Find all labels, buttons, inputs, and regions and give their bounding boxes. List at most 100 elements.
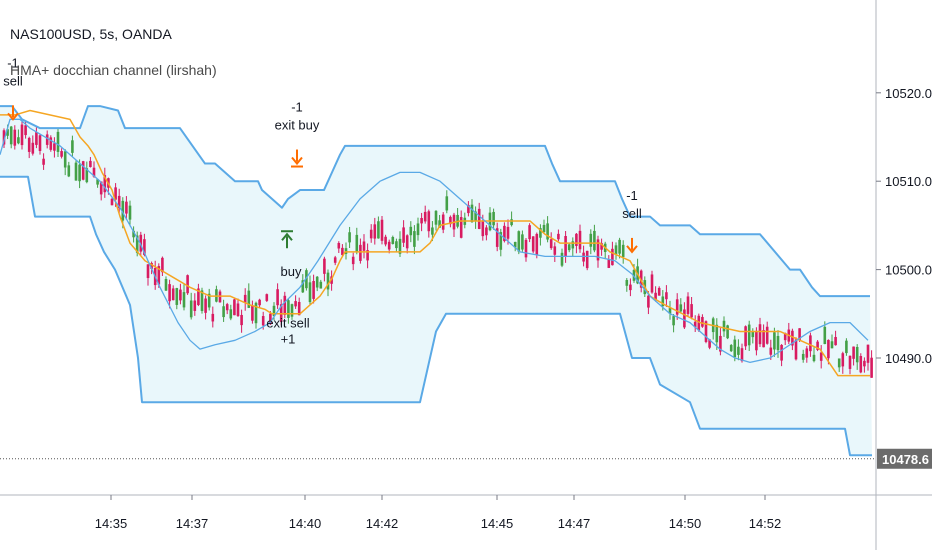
candle-body (467, 205, 470, 214)
candle-body (438, 220, 441, 228)
symbol-legend[interactable]: NAS100USD, 5s, OANDA (10, 26, 172, 42)
candle-body (92, 167, 96, 177)
candle-body (405, 235, 409, 249)
candle-body (427, 211, 431, 232)
candle-body (200, 290, 204, 312)
signal-label: sell (3, 73, 23, 88)
candle-body (549, 239, 553, 249)
candle-body (423, 211, 427, 222)
candle-body (629, 284, 632, 291)
signal-exit-sell: exit sell+1 (266, 316, 309, 347)
candle-body (197, 288, 200, 306)
candle-body (294, 301, 297, 307)
candle-body (182, 292, 186, 308)
time-tick-label: 14:42 (366, 516, 399, 531)
candle-body (431, 227, 434, 235)
candle-body (387, 241, 391, 250)
time-tick-label: 14:50 (669, 516, 702, 531)
candle-body (341, 247, 344, 256)
indicator-legend[interactable]: HMA+ docchian channel (lirshah) (10, 62, 217, 78)
candle-body (521, 234, 524, 250)
candle-body (805, 348, 809, 358)
candle-body (297, 301, 301, 316)
candle-body (740, 348, 744, 362)
candle-body (369, 229, 373, 239)
candle-body (701, 316, 704, 327)
candle-body (35, 132, 38, 145)
candle-body (506, 226, 510, 239)
candle-body (776, 335, 780, 351)
candle-body (708, 339, 711, 348)
candle-body (168, 284, 171, 302)
candle-body (618, 239, 621, 254)
candle-body (117, 195, 121, 208)
candle-body (582, 252, 585, 262)
candle-body (481, 221, 485, 237)
candle-body (647, 295, 650, 308)
candle-body (769, 347, 773, 355)
candle-body (683, 309, 686, 328)
candle-body (625, 280, 629, 286)
candle-body (258, 299, 261, 306)
signal-buy: buy (281, 230, 302, 279)
candle-body (485, 227, 488, 236)
candle-body (143, 239, 146, 255)
candle-body (38, 135, 42, 151)
candle-body (632, 269, 636, 281)
candle-body (312, 281, 315, 299)
candle-body (225, 304, 229, 311)
candle-body (726, 325, 729, 339)
time-tick-label: 14:37 (176, 516, 209, 531)
candle-body (783, 333, 787, 341)
candle-body (542, 224, 546, 233)
channel-fill (0, 106, 872, 456)
candle-body (510, 219, 513, 226)
candle-body (150, 263, 153, 269)
candle-body (42, 158, 45, 165)
candle-body (243, 294, 247, 303)
candle-body (308, 282, 312, 303)
candle-body (517, 231, 521, 252)
candle-body (74, 162, 78, 181)
candle-body (621, 244, 625, 257)
time-tick-label: 14:35 (95, 516, 128, 531)
candle-body (287, 300, 290, 318)
hma-line (0, 109, 870, 377)
candle-body (413, 231, 416, 247)
candle-body (301, 280, 305, 293)
signal-arrow-head (291, 156, 303, 166)
candle-body (89, 160, 92, 168)
candle-body (553, 246, 557, 255)
candle-body (729, 345, 733, 352)
candle-body (265, 294, 269, 301)
candle-body (420, 217, 423, 224)
candle-body (373, 224, 377, 239)
candle-body (391, 236, 395, 244)
candle-body (830, 341, 834, 349)
candle-body (593, 230, 596, 251)
candle-body (679, 304, 683, 312)
candle-body (175, 288, 179, 305)
candle-body (193, 300, 197, 311)
candle-body (114, 187, 117, 200)
candle-body (801, 353, 805, 360)
candle-body (765, 326, 769, 344)
candle-body (823, 326, 827, 345)
candle-body (571, 241, 575, 249)
candle-body (146, 264, 150, 279)
candle-body (85, 168, 89, 183)
candle-body (719, 335, 722, 352)
signal-arrow-head (7, 112, 19, 121)
signal-arrow-head (626, 245, 638, 254)
candle-body (564, 236, 567, 257)
candle-body (690, 304, 693, 318)
candle-body (607, 259, 611, 268)
candle-body (49, 137, 53, 150)
candle-body (474, 211, 477, 222)
time-tick-label: 14:47 (558, 516, 591, 531)
candle-body (348, 232, 351, 243)
candle-body (128, 205, 132, 220)
candle-body (402, 227, 405, 243)
